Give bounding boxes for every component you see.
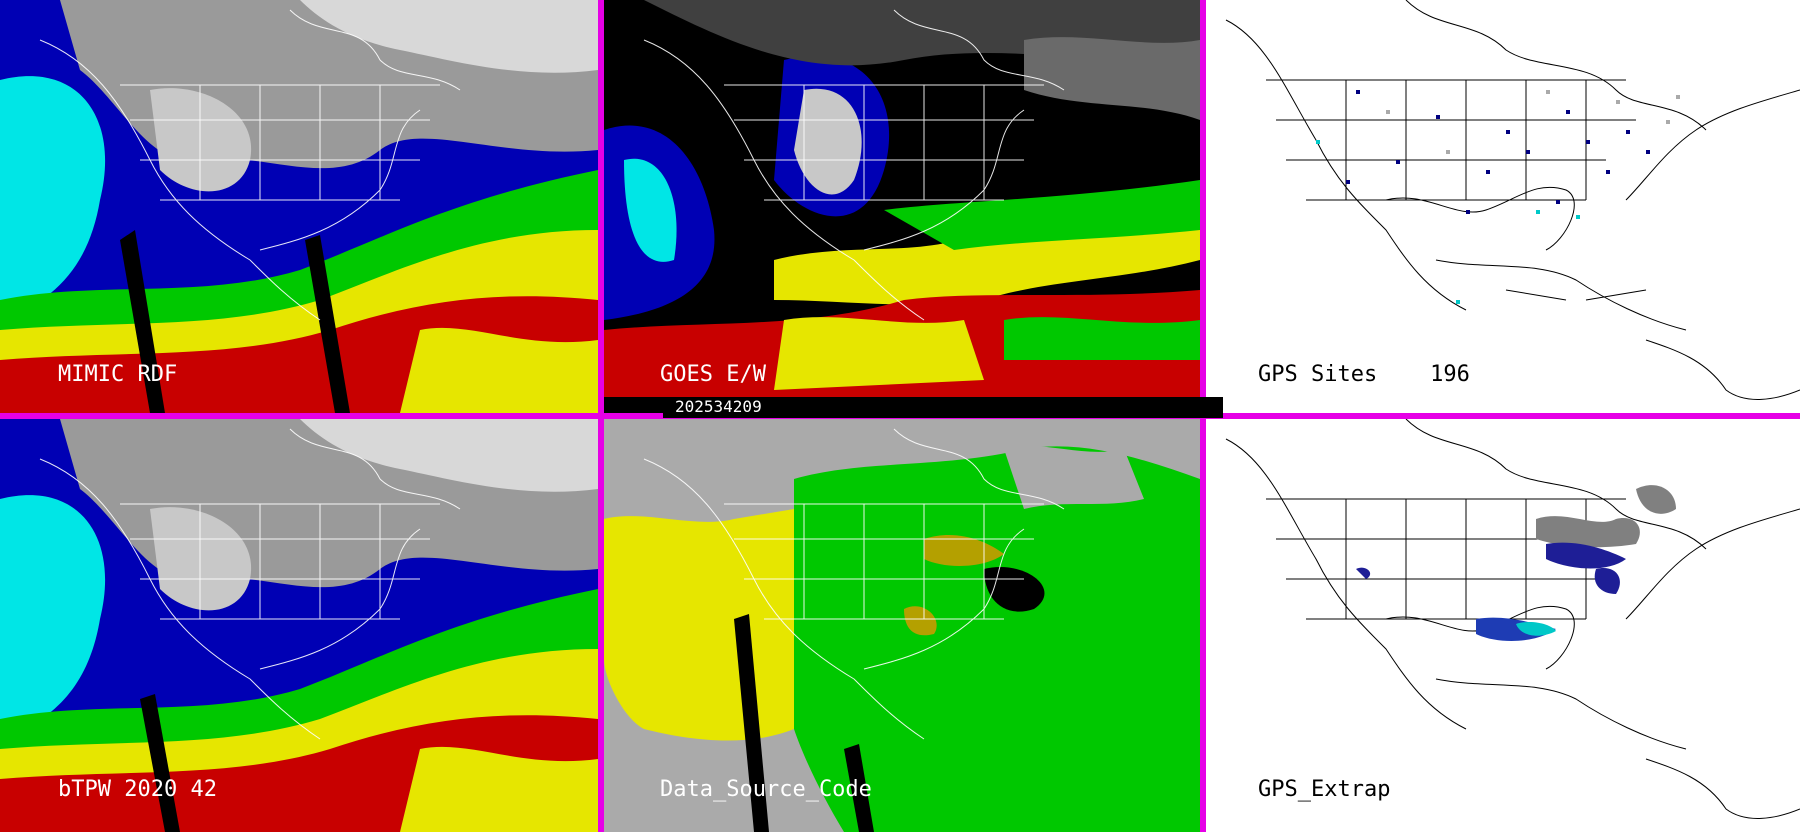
gps-sites-map — [1206, 0, 1800, 413]
timestamp-text: 202534209 — [675, 397, 762, 416]
panel-goes-ew: GOES E/W — [604, 0, 1200, 397]
gps-extrap-map — [1206, 419, 1800, 832]
timestamp-bar: 202534209 — [663, 397, 1223, 418]
panel-label-gps-extrap: GPS_Extrap — [1258, 777, 1391, 802]
panel-label-btpw: bTPW 2020 42 — [58, 777, 217, 802]
goes-tpw-map — [604, 0, 1200, 397]
panel-label-goes: GOES E/W — [660, 362, 766, 387]
mimic-tpw-map — [0, 0, 598, 413]
panel-data-source-code: Data_Source_Code — [604, 419, 1200, 832]
panel-mimic-rdf: MIMIC RDF — [0, 0, 598, 413]
panel-gps-extrap: GPS_Extrap — [1206, 419, 1800, 832]
panel-label-gps-sites: GPS Sites 196 — [1258, 362, 1470, 387]
btpw-map — [0, 419, 598, 832]
panel-gps-sites: GPS Sites 196 — [1206, 0, 1800, 413]
panel-btpw: bTPW 2020 42 — [0, 419, 598, 832]
data-source-map — [604, 419, 1200, 832]
panel-label-data-source: Data_Source_Code — [660, 777, 872, 802]
panel-label-mimic: MIMIC RDF — [58, 362, 178, 387]
